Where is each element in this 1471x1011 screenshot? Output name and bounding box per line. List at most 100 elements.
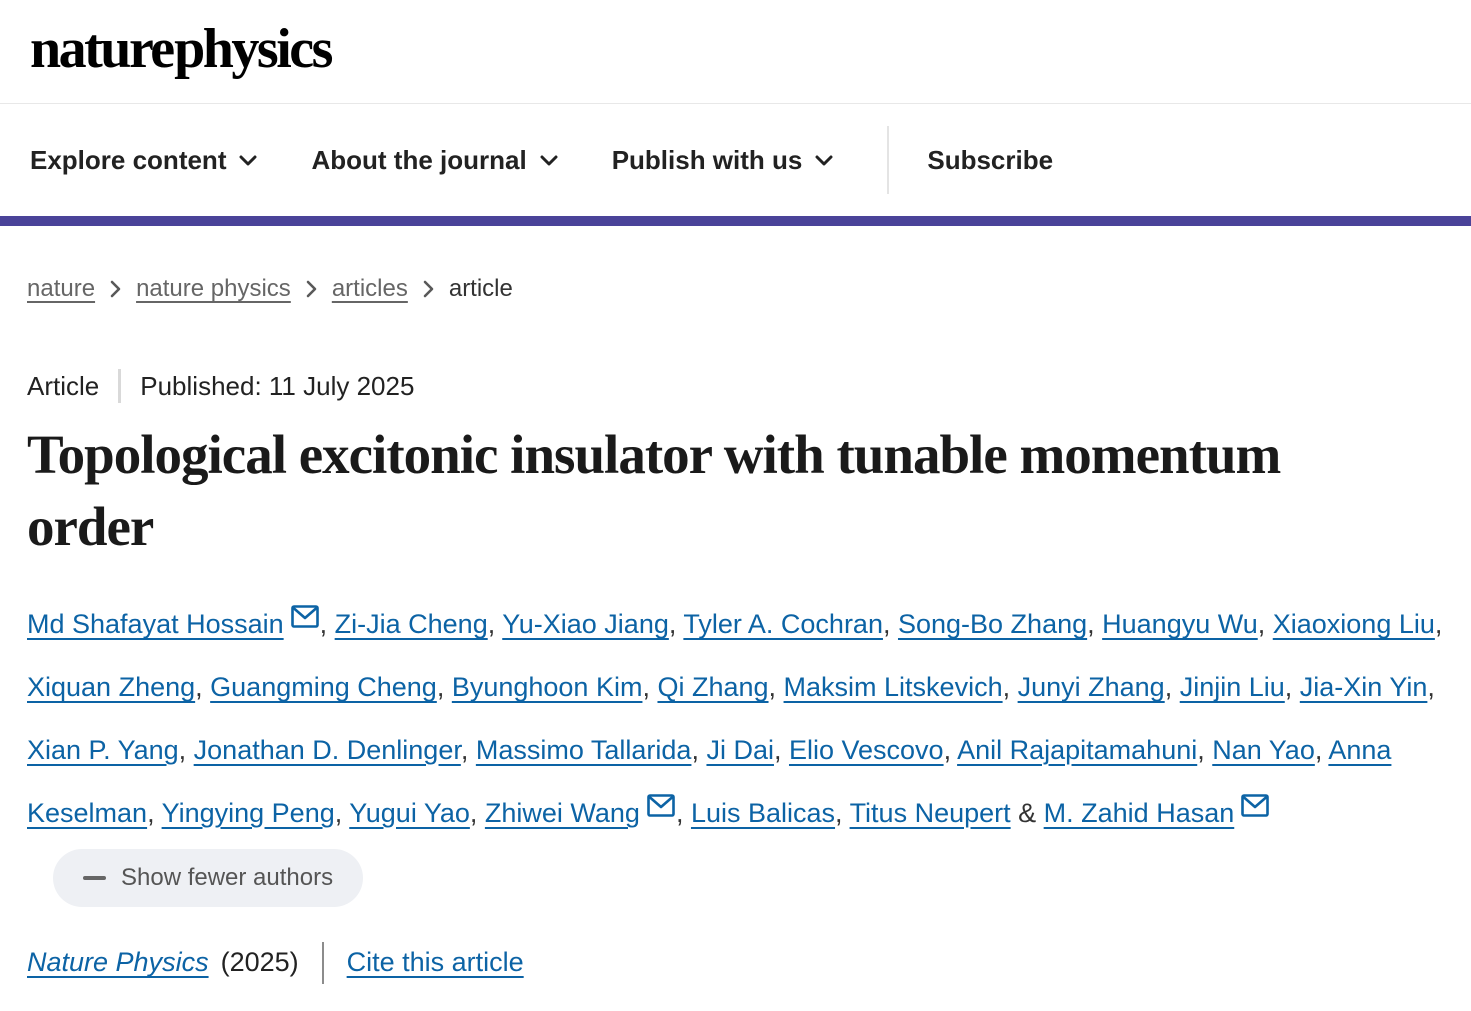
author-separator: , — [675, 798, 691, 828]
author-link[interactable]: Anna Keselman — [27, 735, 1392, 828]
author-link[interactable]: Yingying Peng — [161, 798, 335, 828]
show-fewer-authors-button[interactable]: Show fewer authors — [53, 848, 364, 907]
nav-item-explore-content[interactable]: Explore content — [30, 145, 257, 176]
email-icon[interactable] — [1241, 794, 1270, 817]
author-separator: , — [768, 672, 784, 703]
nav-item-publish-with-us[interactable]: Publish with us — [612, 145, 834, 176]
author-link[interactable]: Xian P. Yang — [27, 735, 179, 766]
journal-logo[interactable]: nature physics — [30, 18, 333, 80]
author-link[interactable]: Elio Vescovo — [788, 735, 944, 766]
author-link[interactable]: Jia-Xin Yin — [1299, 672, 1428, 703]
author-separator: , — [1197, 735, 1213, 766]
author-link[interactable]: Maksim Litskevich — [783, 672, 1003, 703]
published-date: Published: 11 July 2025 — [140, 370, 415, 401]
author-separator: , — [487, 609, 503, 640]
author-separator: , — [147, 798, 162, 828]
author-separator: , — [882, 609, 898, 640]
show-fewer-authors-label: Show fewer authors — [121, 863, 334, 891]
author-separator: , — [178, 735, 194, 766]
cite-this-article-link[interactable]: Cite this article — [346, 947, 524, 978]
author-link[interactable]: Anil Rajapitamahuni — [957, 735, 1198, 766]
email-icon[interactable] — [290, 605, 319, 629]
nav-subscribe-link[interactable]: Subscribe — [927, 144, 1054, 175]
author-separator: , — [436, 672, 452, 703]
article-type-label: Article — [27, 370, 100, 401]
author-link[interactable]: Nan Yao — [1212, 735, 1315, 766]
author-separator: , — [1284, 672, 1300, 703]
logo-row: nature physics — [0, 0, 1471, 105]
author-link[interactable]: Yu-Xiao Jiang — [502, 609, 669, 640]
author-flow: Md Shafayat Hossain, Zi-Jia Cheng, Yu-Xi… — [27, 605, 1443, 828]
author-link[interactable]: Titus Neupert — [849, 798, 1011, 828]
author-link[interactable]: Massimo Tallarida — [475, 735, 692, 766]
chevron-down-icon — [239, 155, 257, 166]
article-title: Topological excitonic insulator with tun… — [27, 424, 1281, 558]
citation-divider — [321, 941, 324, 984]
author-link[interactable]: Zi-Jia Cheng — [334, 609, 488, 640]
citation-row: Nature Physics (2025) Cite this article — [27, 941, 1444, 984]
author-link[interactable]: Xiaoxiong Liu — [1272, 609, 1435, 640]
nav-items: Explore content About the journal Publish … — [30, 145, 887, 176]
breadcrumb: nature nature physics articles article — [27, 275, 1444, 303]
author-separator: , — [319, 609, 335, 640]
minus-icon — [83, 875, 106, 880]
breadcrumb-item-nature[interactable]: nature — [27, 275, 96, 303]
author-link[interactable]: Huangyu Wu — [1102, 609, 1258, 640]
brand-bar — [0, 216, 1471, 227]
author-link[interactable]: Byunghoon Kim — [451, 672, 643, 703]
author-separator: , — [1164, 672, 1180, 703]
nav-item-label: About the journal — [311, 144, 527, 175]
author-separator: , — [943, 735, 958, 766]
author-link[interactable]: M. Zahid Hasan — [1043, 798, 1235, 828]
author-link[interactable]: Song-Bo Zhang — [897, 609, 1088, 640]
author-link[interactable]: Xiquan Zheng — [27, 672, 196, 703]
author-link[interactable]: Ji Dai — [706, 735, 774, 766]
author-list: Md Shafayat Hossain, Zi-Jia Cheng, Yu-Xi… — [27, 593, 1444, 908]
nav-item-label: Explore content — [30, 144, 227, 175]
chevron-right-icon — [306, 280, 317, 298]
breadcrumb-item-article: article — [448, 275, 513, 303]
author-separator: , — [668, 609, 684, 640]
author-separator: , — [1434, 609, 1443, 640]
main-nav: Explore content About the journal Publish … — [0, 104, 1471, 216]
chevron-down-icon — [815, 155, 833, 166]
chevron-down-icon — [540, 155, 558, 166]
author-link[interactable]: Jinjin Liu — [1179, 672, 1285, 703]
author-separator: , — [1002, 672, 1018, 703]
author-link[interactable]: Guangming Cheng — [210, 672, 437, 703]
email-icon[interactable] — [647, 794, 675, 817]
author-separator: , — [1427, 672, 1435, 703]
author-separator: , — [1257, 609, 1273, 640]
author-separator: , — [334, 798, 350, 828]
meta-divider — [118, 369, 122, 404]
chevron-right-icon — [423, 280, 434, 298]
site-header: nature physics Explore content About the … — [0, 0, 1471, 216]
nav-item-about-the-journal[interactable]: About the journal — [311, 144, 558, 176]
author-conjunction: & — [1010, 798, 1044, 828]
nav-divider — [887, 126, 890, 195]
author-link[interactable]: Luis Balicas — [690, 798, 836, 828]
author-link[interactable]: Qi Zhang — [657, 672, 769, 703]
author-link[interactable]: Md Shafayat Hossain — [27, 609, 284, 640]
breadcrumb-item-nature-physics[interactable]: nature physics — [136, 275, 291, 303]
author-separator: , — [835, 798, 850, 828]
article-page: nature nature physics articles article Arti… — [0, 275, 1471, 984]
nav-item-label: Publish with us — [611, 144, 803, 175]
author-link[interactable]: Junyi Zhang — [1017, 672, 1165, 703]
author-link[interactable]: Tyler A. Cochran — [683, 609, 883, 640]
author-separator: , — [195, 672, 211, 703]
author-separator: , — [1087, 609, 1103, 640]
author-separator: , — [642, 672, 658, 703]
breadcrumb-item-articles[interactable]: articles — [331, 275, 408, 303]
author-separator: , — [691, 735, 707, 766]
author-separator: , — [460, 735, 476, 766]
author-link[interactable]: Yugui Yao — [349, 798, 470, 828]
publication-year: (2025) — [220, 947, 299, 978]
chevron-right-icon — [110, 280, 121, 298]
journal-link[interactable]: Nature Physics — [27, 947, 209, 978]
author-link[interactable]: Zhiwei Wang — [484, 798, 640, 828]
author-separator: , — [773, 735, 789, 766]
author-link[interactable]: Jonathan D. Denlinger — [193, 735, 461, 766]
author-separator: , — [469, 798, 485, 828]
